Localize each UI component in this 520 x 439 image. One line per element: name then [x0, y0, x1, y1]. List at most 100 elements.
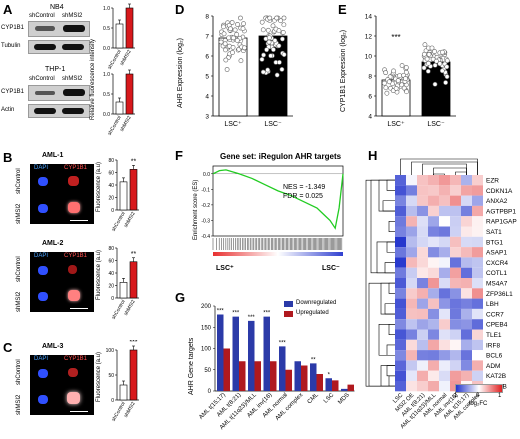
color-scale-bar: [455, 384, 503, 393]
heatmap-cell: [406, 195, 417, 206]
bar-shcontrol: [115, 23, 124, 49]
heatmap-cell: [450, 329, 461, 340]
heatmap-cell: [439, 319, 450, 330]
data-point: [274, 72, 280, 78]
heatmap-cell: [417, 205, 428, 217]
data-point: [281, 52, 287, 58]
x-tick-label: LSC: [323, 392, 336, 405]
y-tick-label: 0.0: [103, 112, 110, 118]
heatmap-cell: [461, 370, 472, 381]
data-point: [432, 62, 438, 68]
data-point: [391, 68, 396, 74]
heatmap-cell: [406, 205, 417, 217]
heatmap-cell: [461, 298, 472, 309]
panel-d-ylabel: AHR Expression (log₂): [177, 37, 184, 108]
y-tick-label: 100: [201, 347, 212, 353]
dendrogram-link: [365, 179, 395, 387]
data-point: [268, 53, 274, 59]
heatmap-cell: [472, 308, 483, 320]
bar-shmsi2: [129, 169, 138, 211]
heatmap-cell: [472, 175, 483, 186]
heatmap-cell: [461, 216, 472, 227]
data-point: [260, 27, 266, 33]
heatmap-cell: [472, 360, 483, 371]
gsea-left-label: LSC⁺: [216, 265, 234, 272]
data-point: [238, 15, 243, 21]
scale-bar: [70, 308, 88, 309]
data-point: [230, 50, 235, 55]
data-point: [383, 85, 389, 91]
data-point: [242, 45, 247, 51]
heatmap-cell: [395, 370, 406, 381]
data-point: [279, 66, 285, 72]
heatmap-cell: [450, 370, 461, 381]
gsea-right-label: LSC⁻: [322, 265, 340, 272]
heatmap-cell: [406, 370, 417, 381]
aml1-micrograph: DAPI CYP1B1: [30, 164, 94, 224]
data-point: [383, 70, 389, 76]
dendrogram-link: [388, 221, 395, 232]
heatmap-cell: [406, 185, 417, 196]
data-point: [426, 52, 432, 57]
bar-downregulated: [217, 314, 224, 391]
nb4-tubulin-blot: [28, 40, 90, 54]
heatmap-cell: [406, 175, 417, 186]
heatmap-cell: [439, 370, 450, 381]
panel-label-h: H: [368, 148, 378, 163]
x-tick-label: CML: [307, 392, 321, 406]
data-point: [259, 56, 265, 62]
data-point: [274, 15, 280, 21]
row-label: MS4A7: [486, 281, 508, 288]
heatmap-cell: [406, 350, 417, 361]
bar-shcontrol: [119, 384, 128, 401]
thp1-shcontrol-label: shControl: [29, 76, 55, 82]
heatmap-cell: [439, 381, 450, 392]
heatmap-cell: [472, 195, 483, 206]
dendrogram-link: [384, 262, 395, 274]
heatmap-cell: [395, 381, 406, 392]
dapi-label: DAPI: [34, 253, 49, 259]
heatmap-cell: [450, 175, 461, 186]
nucleus: [38, 204, 48, 213]
panel-f-ylabel: Enrichment score (ES): [193, 179, 199, 240]
dendrogram-link: [386, 179, 395, 191]
heatmap-cell: [450, 350, 461, 361]
heatmap-cell: [428, 370, 439, 381]
y-tick-label: 0: [111, 398, 114, 404]
data-point: [230, 44, 236, 50]
heatmap-cell: [395, 226, 406, 237]
data-point: [261, 52, 266, 58]
y-tick-label: 40: [108, 183, 114, 189]
data-point: [266, 35, 272, 41]
row-label: ADM: [486, 363, 500, 370]
bar-shmsi2: [129, 349, 138, 401]
panel-e-chart: 4 6 8 10 12 14 LSC⁺ LSC⁻ ***: [365, 14, 456, 128]
row-label: BCL6: [486, 353, 503, 360]
data-point: [223, 47, 228, 53]
row-label: ASAP1: [486, 250, 507, 257]
heatmap-cell: [450, 319, 461, 330]
heatmap-cell: [406, 319, 417, 330]
heatmap-cell: [406, 298, 417, 309]
data-point: [271, 47, 276, 52]
row-label: CDKN1A: [486, 188, 513, 195]
heatmap-cell: [428, 216, 439, 227]
heatmap-cell: [439, 278, 450, 289]
scale-bar: [70, 220, 88, 221]
row-label: CPEB4: [486, 322, 508, 329]
nb4-label: NB4: [50, 4, 64, 11]
y-tick-label: 80: [108, 246, 114, 252]
heatmap-cell: [395, 278, 406, 289]
blot-band: [34, 108, 56, 114]
data-point: [272, 38, 278, 43]
data-point: [444, 58, 450, 64]
nucleus: [38, 266, 48, 275]
cyp1b1-label: CYP1B1: [64, 253, 88, 259]
data-point: [235, 22, 240, 27]
heatmap-cell: [395, 329, 406, 340]
nb4-cyp1b1-label: CYP1B1: [1, 25, 25, 31]
heatmap-cell: [461, 247, 472, 258]
panel-c-ylabel: Fluorescence (a.u): [96, 351, 102, 402]
heatmap-cell: [417, 247, 428, 258]
